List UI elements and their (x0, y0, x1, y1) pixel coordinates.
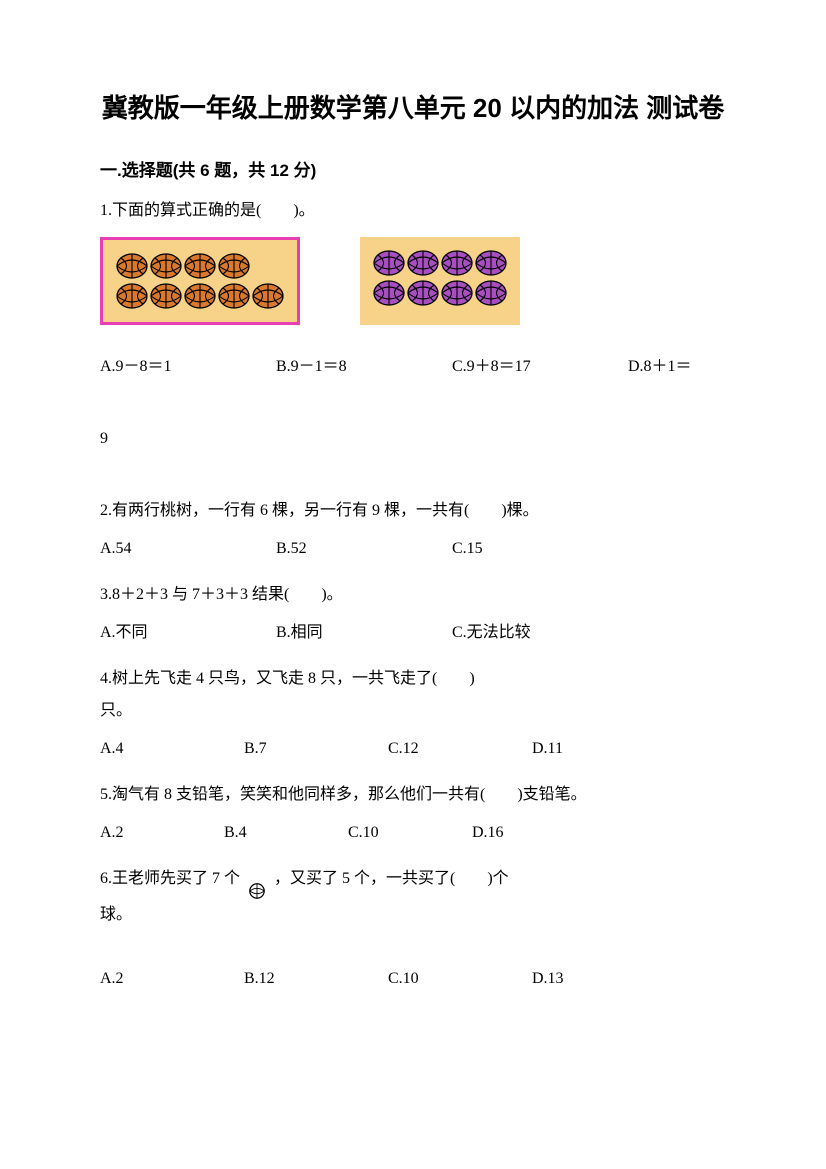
q2-options: A.54 B.52 C.15 (100, 537, 726, 561)
basketball-icon (406, 249, 440, 277)
q6-stem-b: ，又买了 5 个，一共买了( )个 (274, 870, 509, 887)
basketball-icon (474, 249, 508, 277)
q3-opt-a: A.不同 (100, 621, 272, 645)
q2-opt-a: A.54 (100, 537, 272, 561)
q4-opt-d: D.11 (532, 737, 563, 761)
basketball-icon (372, 249, 406, 277)
q5-opt-c: C.10 (348, 821, 468, 845)
q4-opt-a: A.4 (100, 737, 240, 761)
q4-stem-line1: 4.树上先飞走 4 只鸟，又飞走 8 只，一共飞走了( ) (100, 667, 726, 691)
q3-options: A.不同 B.相同 C.无法比较 (100, 621, 726, 645)
basketball-icon (251, 282, 285, 310)
q5-opt-d: D.16 (472, 821, 504, 845)
q5-stem: 5.淘气有 8 支铅笔，笑笑和他同样多，那么他们一共有( )支铅笔。 (100, 783, 726, 807)
document-page: 冀教版一年级上册数学第八单元 20 以内的加法 测试卷 一.选择题(共 6 题，… (0, 0, 826, 1169)
q4-stem-line2: 只。 (100, 699, 726, 723)
basketball-icon (406, 279, 440, 307)
q4-opt-b: B.7 (244, 737, 384, 761)
basketball-icon (149, 282, 183, 310)
q6-options: A.2 B.12 C.10 D.13 (100, 967, 726, 991)
q6-opt-c: C.10 (388, 967, 528, 991)
q1-right-board (360, 237, 520, 325)
basketball-icon (183, 282, 217, 310)
q5-opt-a: A.2 (100, 821, 220, 845)
q6-stem-a: 6.王老师先买了 7 个 (100, 870, 240, 887)
basketball-icon (217, 252, 251, 280)
q2-opt-b: B.52 (276, 537, 448, 561)
basketball-icon (474, 279, 508, 307)
q2-stem: 2.有两行桃树，一行有 6 棵，另一行有 9 棵，一共有( )棵。 (100, 499, 726, 523)
section-heading: 一.选择题(共 6 题，共 12 分) (100, 156, 726, 181)
q6-stem-line2: 球。 (100, 903, 726, 927)
q1-stem: 1.下面的算式正确的是( )。 (100, 199, 726, 223)
q3-stem: 3.8＋2＋3 与 7＋3＋3 结果( )。 (100, 583, 726, 607)
q1-opt-c: C.9＋8＝17 (452, 355, 624, 379)
basketball-icon (115, 282, 149, 310)
q3-opt-c: C.无法比较 (452, 621, 531, 645)
basketball-icon (440, 249, 474, 277)
basketball-icon (149, 252, 183, 280)
q1-opt-d: D.8＋1＝ (628, 355, 692, 379)
q2-opt-c: C.15 (452, 537, 483, 561)
basketball-icon (372, 279, 406, 307)
q4-options: A.4 B.7 C.12 D.11 (100, 737, 726, 761)
q1-figure (100, 237, 726, 325)
q1-opt-a: A.9－8＝1 (100, 355, 272, 379)
q6-opt-b: B.12 (244, 967, 384, 991)
q4-opt-c: C.12 (388, 737, 528, 761)
ball-icon (248, 882, 266, 900)
basketball-icon (183, 252, 217, 280)
basketball-icon (440, 279, 474, 307)
basketball-icon (217, 282, 251, 310)
q1-opt-b: B.9－1＝8 (276, 355, 448, 379)
q5-opt-b: B.4 (224, 821, 344, 845)
q1-left-board (100, 237, 300, 325)
q6-stem-line1: 6.王老师先买了 7 个 ，又买了 5 个，一共买了( )个 (100, 867, 726, 891)
q5-options: A.2 B.4 C.10 D.16 (100, 821, 726, 845)
q1-opt-d-line2: 9 (100, 427, 726, 451)
page-title: 冀教版一年级上册数学第八单元 20 以内的加法 测试卷 (100, 90, 726, 128)
q6-opt-d: D.13 (532, 967, 564, 991)
q3-opt-b: B.相同 (276, 621, 448, 645)
q6-opt-a: A.2 (100, 967, 240, 991)
basketball-icon (115, 252, 149, 280)
q1-options: A.9－8＝1 B.9－1＝8 C.9＋8＝17 D.8＋1＝ (100, 355, 726, 379)
